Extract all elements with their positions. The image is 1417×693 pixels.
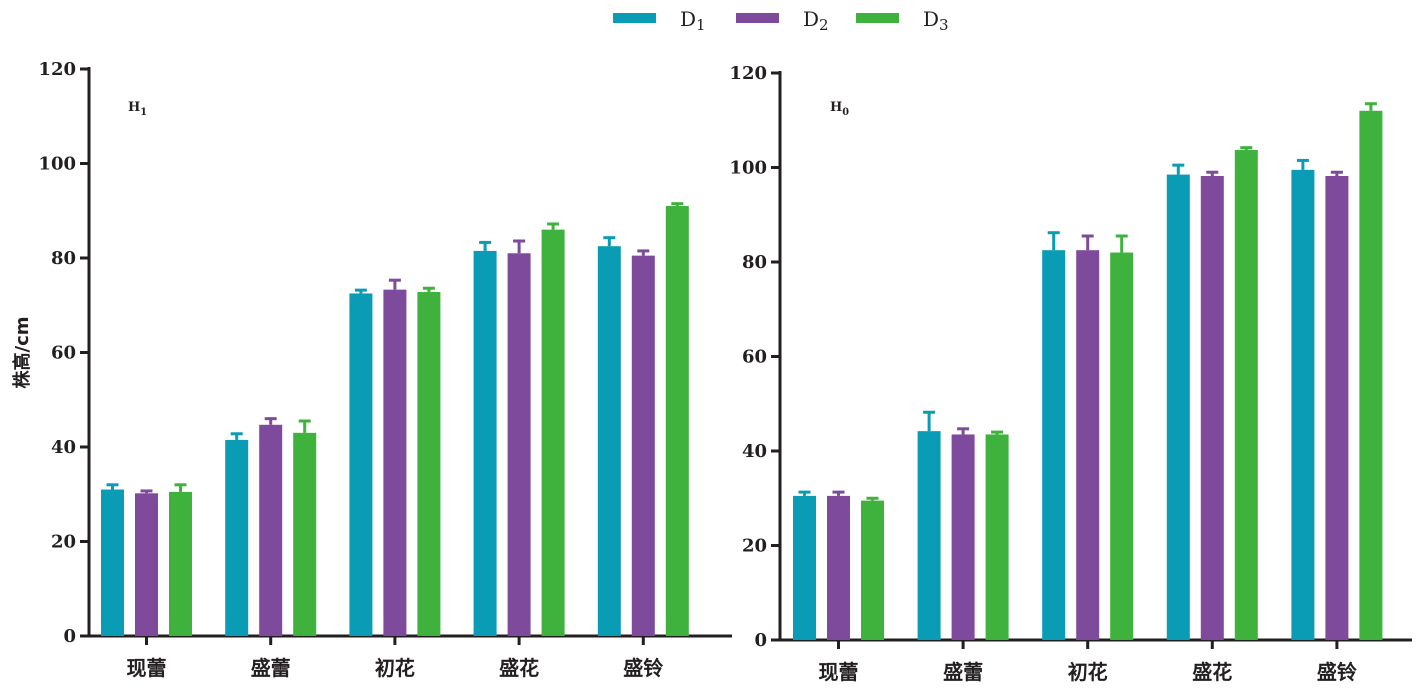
bar-d2-2 — [259, 424, 283, 636]
category-label: 现蕾 — [819, 660, 859, 684]
legend-swatch-d2 — [736, 13, 779, 23]
panel-label: H0 — [830, 100, 849, 118]
bar-d3-2 — [985, 434, 1009, 640]
y-tick-label: 40 — [742, 441, 767, 462]
bar-d1-3 — [1042, 250, 1066, 640]
category-label: 现蕾 — [127, 656, 167, 680]
legend: D1 D2 D3 — [613, 7, 949, 34]
bar-d3-4 — [541, 229, 565, 636]
legend-swatch-d1 — [613, 13, 656, 23]
bar-d3-5 — [1359, 110, 1383, 641]
y-tick-label: 120 — [729, 63, 767, 84]
bar-d2-1 — [135, 493, 158, 636]
category-label: 初花 — [375, 656, 415, 680]
bar-d2-5 — [631, 255, 655, 636]
y-tick-label: 0 — [63, 626, 76, 647]
y-tick-label: 40 — [51, 437, 76, 458]
bar-d1-3 — [349, 293, 373, 636]
bar-d3-1 — [861, 500, 884, 640]
category-label: 盛花 — [499, 656, 539, 680]
y-tick-label: 80 — [51, 248, 76, 269]
bar-d1-1 — [101, 489, 124, 636]
bar-d2-3 — [1076, 250, 1100, 640]
panel-label: H1 — [128, 100, 147, 118]
y-tick-label: 60 — [742, 347, 767, 368]
bar-d3-4 — [1234, 150, 1258, 640]
y-tick-label: 100 — [729, 158, 767, 179]
bar-d1-5 — [597, 246, 621, 636]
category-label: 盛铃 — [1317, 660, 1357, 684]
bar-d2-4 — [507, 253, 531, 636]
bar-d1-5 — [1291, 169, 1315, 641]
y-tick-label: 20 — [51, 532, 76, 553]
category-label: 盛花 — [1192, 660, 1232, 684]
category-label: 盛蕾 — [251, 656, 291, 680]
legend-label-d2: D2 — [803, 7, 829, 34]
y-tick-label: 60 — [51, 343, 76, 364]
bar-d2-1 — [827, 495, 850, 640]
y-tick-label: 120 — [38, 59, 76, 80]
bar-d3-1 — [169, 491, 192, 636]
category-label: 盛铃 — [623, 656, 663, 680]
bar-d2-3 — [383, 289, 407, 636]
y-tick-label: 80 — [742, 252, 767, 273]
bar-d3-3 — [1110, 252, 1134, 641]
category-label: 盛蕾 — [943, 660, 983, 684]
bar-d1-1 — [793, 495, 816, 640]
bar-d1-4 — [1166, 174, 1190, 640]
legend-label-d3: D3 — [923, 7, 949, 34]
y-tick-label: 20 — [742, 536, 767, 557]
chart-panel-h0: 0 20 40 60 80 100 120 现蕾 盛蕾 初花 盛花 盛铃 H0 — [729, 63, 1412, 684]
y-tick-label: 0 — [754, 630, 767, 651]
bar-d3-3 — [417, 292, 441, 636]
category-label: 初花 — [1068, 660, 1108, 684]
bar-d2-2 — [951, 434, 975, 640]
bar-d3-2 — [293, 432, 317, 636]
bar-d2-4 — [1200, 176, 1224, 640]
y-axis-title: 株高/cm — [11, 317, 33, 389]
legend-label-d1: D1 — [680, 7, 706, 34]
bar-d1-2 — [225, 439, 249, 636]
y-tick-label: 100 — [38, 154, 76, 175]
legend-swatch-d3 — [856, 13, 899, 23]
bar-d1-2 — [917, 431, 941, 640]
chart-panel-h1: 0 20 40 60 80 100 120 现蕾 盛蕾 初花 盛花 盛铃 H1 株高/cm — [11, 59, 732, 680]
bar-d2-5 — [1325, 176, 1349, 640]
bar-d3-5 — [665, 206, 689, 636]
bar-d1-4 — [473, 250, 497, 636]
